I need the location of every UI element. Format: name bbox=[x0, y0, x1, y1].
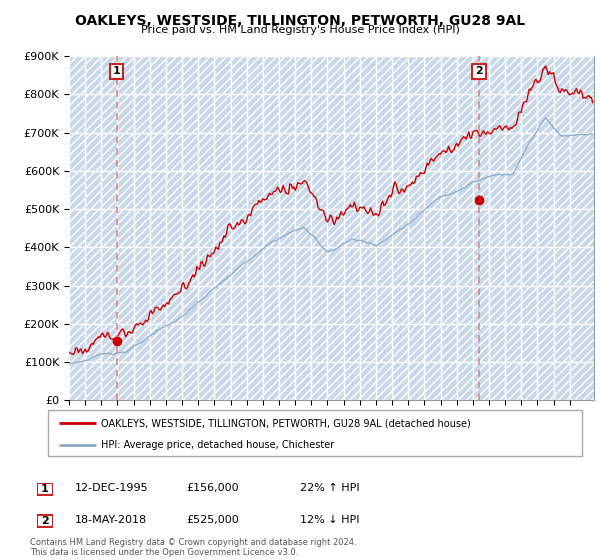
Text: Contains HM Land Registry data © Crown copyright and database right 2024.
This d: Contains HM Land Registry data © Crown c… bbox=[30, 538, 356, 557]
FancyBboxPatch shape bbox=[48, 410, 582, 456]
Text: 12% ↓ HPI: 12% ↓ HPI bbox=[300, 515, 359, 525]
Text: OAKLEYS, WESTSIDE, TILLINGTON, PETWORTH, GU28 9AL: OAKLEYS, WESTSIDE, TILLINGTON, PETWORTH,… bbox=[75, 14, 525, 28]
Text: 12-DEC-1995: 12-DEC-1995 bbox=[75, 483, 149, 493]
FancyBboxPatch shape bbox=[37, 515, 53, 527]
Text: 1: 1 bbox=[113, 66, 121, 76]
Text: 2: 2 bbox=[475, 66, 483, 76]
Text: OAKLEYS, WESTSIDE, TILLINGTON, PETWORTH, GU28 9AL (detached house): OAKLEYS, WESTSIDE, TILLINGTON, PETWORTH,… bbox=[101, 418, 471, 428]
Text: 22% ↑ HPI: 22% ↑ HPI bbox=[300, 483, 359, 493]
Text: HPI: Average price, detached house, Chichester: HPI: Average price, detached house, Chic… bbox=[101, 440, 335, 450]
FancyBboxPatch shape bbox=[37, 483, 53, 496]
Text: £525,000: £525,000 bbox=[186, 515, 239, 525]
Text: 1: 1 bbox=[41, 484, 49, 494]
Text: 2: 2 bbox=[41, 516, 49, 526]
Text: 18-MAY-2018: 18-MAY-2018 bbox=[75, 515, 147, 525]
Text: Price paid vs. HM Land Registry's House Price Index (HPI): Price paid vs. HM Land Registry's House … bbox=[140, 25, 460, 35]
Text: £156,000: £156,000 bbox=[186, 483, 239, 493]
